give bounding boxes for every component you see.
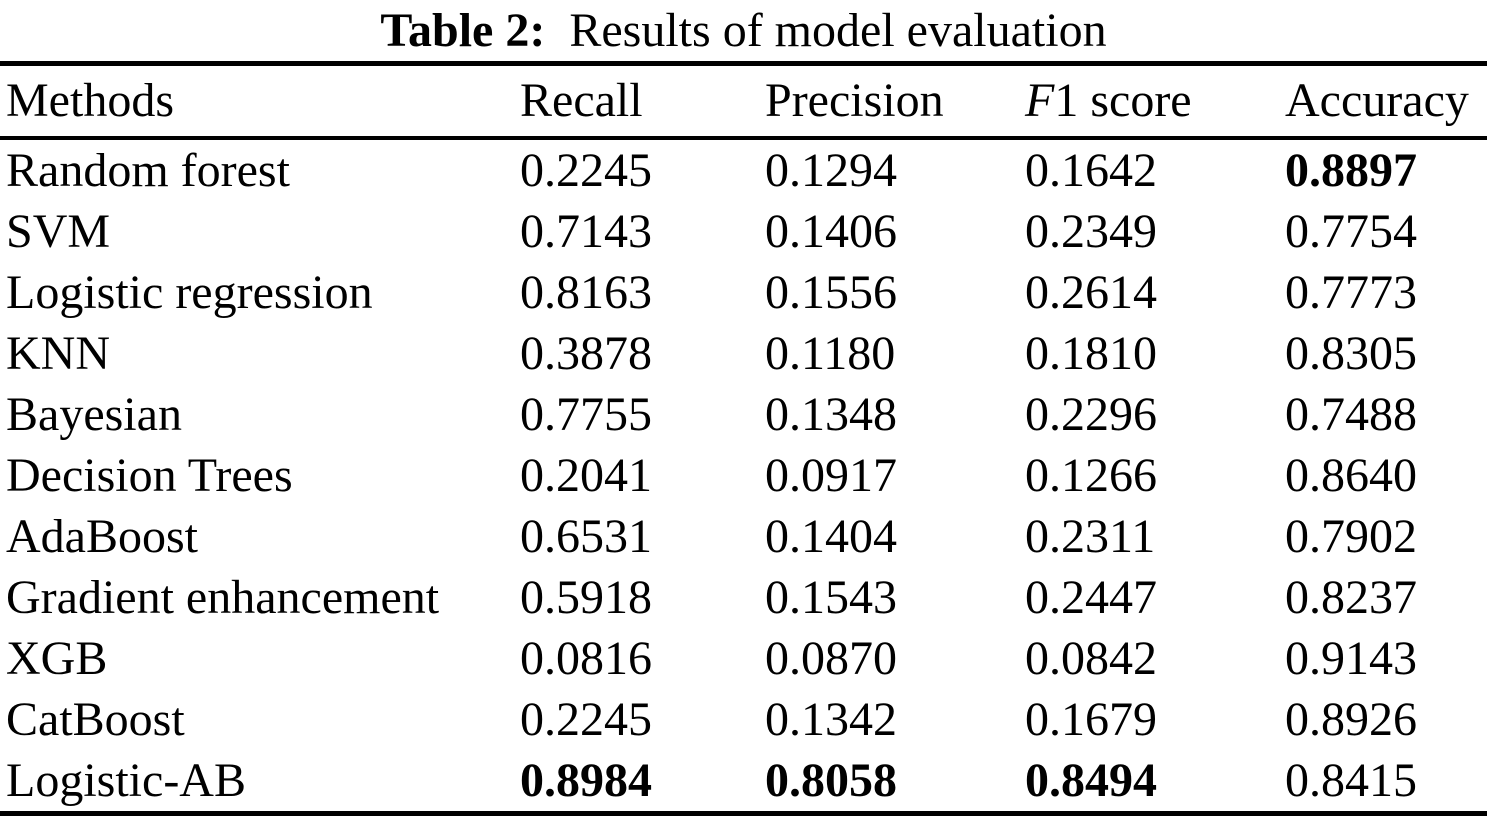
recall-cell: 0.6531 [520,509,652,563]
precision-cell: 0.1556 [765,265,897,319]
table-row-decision-trees: Decision Trees 0.2041 0.0917 0.1266 0.86… [0,445,1487,506]
column-header-precision: Precision [759,63,1019,140]
f1-cell: 0.0842 [1025,631,1157,685]
method-cell: Decision Trees [6,448,293,502]
results-table: Methods Recall Precision F1 score Accura… [0,61,1487,816]
precision-cell: 0.1543 [765,570,897,624]
table-row-random-forest: Random forest 0.2245 0.1294 0.1642 0.889… [0,138,1487,201]
table-row-logistic-regression: Logistic regression 0.8163 0.1556 0.2614… [0,262,1487,323]
f1-cell: 0.2296 [1025,387,1157,441]
recall-cell: 0.5918 [520,570,652,624]
recall-cell: 0.8163 [520,265,652,319]
method-cell: AdaBoost [6,509,198,563]
method-cell: SVM [6,204,111,258]
f1-cell: 0.1266 [1025,448,1157,502]
method-cell: XGB [6,631,108,685]
accuracy-cell: 0.8926 [1285,692,1417,746]
table-row-xgb: XGB 0.0816 0.0870 0.0842 0.9143 [0,628,1487,689]
precision-cell: 0.0870 [765,631,897,685]
column-header-f1-score: F1 score [1019,63,1279,140]
precision-cell: 0.0917 [765,448,897,502]
header-row: Methods Recall Precision F1 score Accura… [0,63,1487,140]
f1-cell: 0.1810 [1025,326,1157,380]
table-row-svm: SVM 0.7143 0.1406 0.2349 0.7754 [0,201,1487,262]
accuracy-cell: 0.8415 [1285,753,1417,807]
recall-cell: 0.3878 [520,326,652,380]
accuracy-cell: 0.8640 [1285,448,1417,502]
method-cell: Bayesian [6,387,182,441]
accuracy-cell: 0.7773 [1285,265,1417,319]
table-row-knn: KNN 0.3878 0.1180 0.1810 0.8305 [0,323,1487,384]
precision-cell: 0.1294 [765,143,897,197]
method-cell: Gradient enhancement [6,570,440,624]
method-cell: Random forest [6,143,290,197]
recall-cell: 0.2245 [520,143,652,197]
table-row-gradient-enhancement: Gradient enhancement 0.5918 0.1543 0.244… [0,567,1487,628]
precision-cell: 0.1342 [765,692,897,746]
table-caption: Table 2: Results of model evaluation [0,0,1487,61]
table-row-catboost: CatBoost 0.2245 0.1342 0.1679 0.8926 [0,689,1487,750]
accuracy-cell: 0.8237 [1285,570,1417,624]
method-cell: CatBoost [6,692,185,746]
recall-cell: 0.2245 [520,692,652,746]
accuracy-cell: 0.8305 [1285,326,1417,380]
precision-cell: 0.1406 [765,204,897,258]
precision-cell: 0.1404 [765,509,897,563]
f1-italic-letter: F [1025,74,1055,127]
method-cell: Logistic-AB [6,753,246,807]
recall-cell: 0.0816 [520,631,652,685]
column-header-methods: Methods [0,63,514,140]
column-header-accuracy: Accuracy [1279,63,1487,140]
table-row-bayesian: Bayesian 0.7755 0.1348 0.2296 0.7488 [0,384,1487,445]
f1-cell: 0.2614 [1025,265,1157,319]
table-row-logistic-ab: Logistic-AB 0.8984 0.8058 0.8494 0.8415 [0,750,1487,814]
recall-cell: 0.7755 [520,387,652,441]
recall-cell: 0.2041 [520,448,652,502]
f1-cell: 0.8494 [1025,753,1157,807]
precision-cell: 0.1180 [765,326,896,380]
recall-cell: 0.7143 [520,204,652,258]
precision-cell: 0.1348 [765,387,897,441]
f1-cell: 0.2349 [1025,204,1157,258]
f1-rest-label: 1 score [1054,74,1192,127]
accuracy-cell: 0.7902 [1285,509,1417,563]
f1-cell: 0.2311 [1025,509,1156,563]
table-caption-label: Table 2: [380,3,546,57]
accuracy-cell: 0.7754 [1285,204,1417,258]
column-header-recall: Recall [514,63,759,140]
method-cell: Logistic regression [6,265,373,319]
accuracy-cell: 0.8897 [1285,143,1417,197]
table-row-adaboost: AdaBoost 0.6531 0.1404 0.2311 0.7902 [0,506,1487,567]
accuracy-cell: 0.7488 [1285,387,1417,441]
accuracy-cell: 0.9143 [1285,631,1417,685]
f1-cell: 0.1642 [1025,143,1157,197]
method-cell: KNN [6,326,110,380]
f1-cell: 0.1679 [1025,692,1157,746]
f1-cell: 0.2447 [1025,570,1157,624]
table-caption-text: Results of model evaluation [569,3,1107,57]
precision-cell: 0.8058 [765,753,897,807]
recall-cell: 0.8984 [520,753,652,807]
